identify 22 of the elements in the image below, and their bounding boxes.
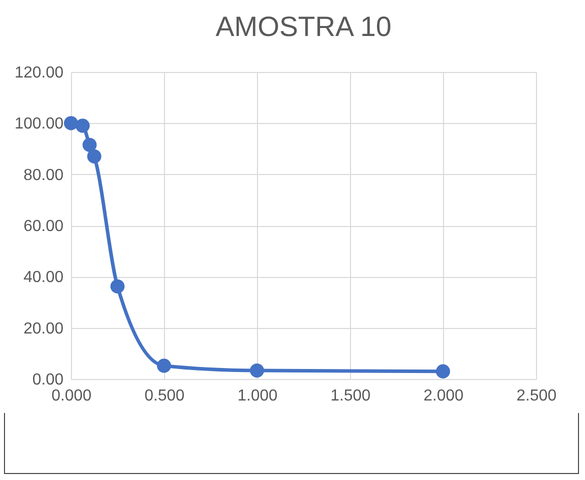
point (76, 118, 90, 133)
y-tick-label: 80.00 (23, 166, 64, 184)
point (110, 279, 125, 294)
x-tick-label: 2.500 (516, 388, 557, 404)
chart-title: AMOSTRA 10 (216, 11, 392, 42)
y-tick-label: 20.00 (23, 320, 64, 338)
point (64, 116, 78, 130)
x-tick-label: 2.000 (423, 388, 464, 404)
y-tick-label: 120.00 (14, 64, 64, 82)
point (87, 149, 102, 164)
y-tick-label: 0.00 (32, 372, 64, 388)
y-tick-label: 60.00 (23, 218, 64, 235)
y-tick-label: 40.00 (23, 269, 64, 286)
x-tick-label: 1.500 (330, 388, 371, 404)
x-tick-label: 0.500 (144, 388, 185, 404)
x-tick-label: 0.000 (51, 388, 92, 404)
y-tick-label: 100.00 (14, 116, 64, 133)
point (250, 364, 264, 378)
point (82, 138, 97, 152)
x-tick-label: 1.000 (237, 388, 278, 404)
point (156, 358, 172, 373)
point (436, 364, 450, 378)
